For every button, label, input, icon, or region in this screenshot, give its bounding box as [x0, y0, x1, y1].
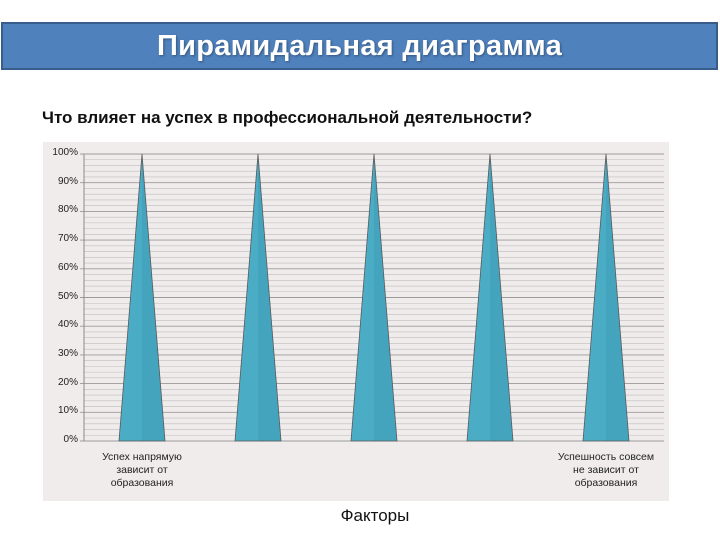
y-tick-label: 40%: [57, 319, 78, 331]
y-tick-label: 60%: [57, 261, 78, 273]
y-tick-label: 10%: [57, 405, 78, 417]
y-tick-label: 80%: [57, 204, 78, 216]
y-tick-label: 30%: [57, 347, 78, 359]
chart-question: Что влияет на успех в профессиональной д…: [42, 108, 533, 127]
pyramid-outline: [118, 153, 166, 442]
pyramid-bar: [234, 153, 282, 442]
y-tick-label: 0%: [63, 434, 78, 445]
slide-title: Пирамидальная диаграмма: [156, 29, 563, 62]
y-tick-label: 90%: [57, 175, 78, 187]
category-label: Успех напрямую зависит от образования: [102, 451, 182, 489]
slide-title-bar: Пирамидальная диаграмма: [1, 22, 718, 70]
y-tick-label: 20%: [57, 376, 78, 388]
pyramid-bar: [350, 153, 398, 442]
pyramid-outline: [234, 153, 282, 442]
category-label: Успешность совсем не зависит от образова…: [557, 451, 655, 489]
pyramid-bar: [118, 153, 166, 442]
x-axis-label: Факторы: [340, 506, 410, 525]
y-tick-label: 70%: [57, 233, 78, 245]
y-tick-label: 100%: [52, 147, 78, 158]
pyramid-outline: [466, 153, 514, 442]
pyramid-outline: [350, 153, 398, 442]
pyramid-bar: [466, 153, 514, 442]
pyramid-outline: [582, 153, 630, 442]
y-tick-label: 50%: [57, 290, 78, 302]
pyramid-bar: [582, 153, 630, 442]
